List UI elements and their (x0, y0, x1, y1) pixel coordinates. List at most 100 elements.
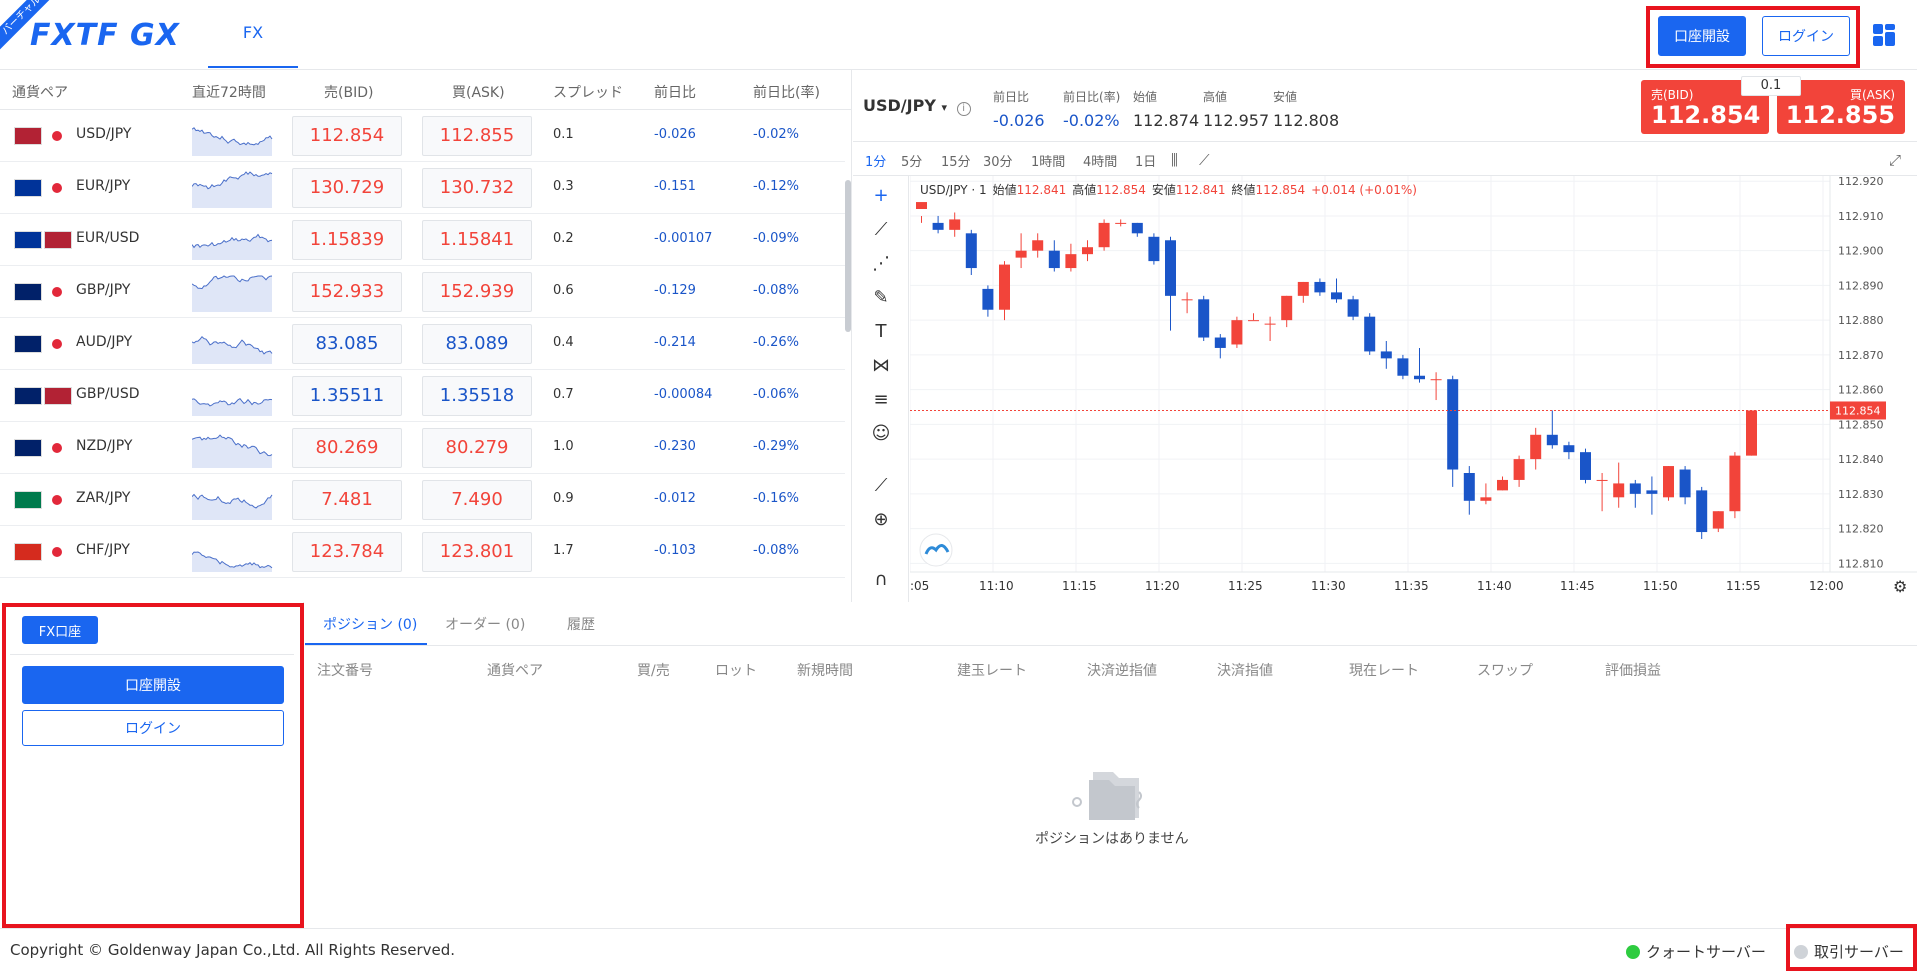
timeframe-0[interactable]: 1分 (865, 155, 887, 170)
bid-price-button[interactable]: 83.085 (292, 324, 402, 364)
table-row[interactable]: NZD/JPY 80.269 80.279 1.0 -0.230 -0.29% (0, 422, 845, 474)
flag-icon (52, 443, 62, 453)
ask-price-button[interactable]: 112.855 (422, 116, 532, 156)
settings-gear-icon[interactable]: ⚙ (1893, 577, 1907, 596)
change-pct-value: -0.12% (753, 179, 799, 194)
table-row[interactable]: GBP/JPY 152.933 152.939 0.6 -0.129 -0.08% (0, 266, 845, 318)
y-tick-label: 112.850 (1838, 418, 1884, 431)
pattern-icon[interactable]: ⋈ (872, 355, 890, 376)
sell-bid-button[interactable]: 売(BID) 112.854 (1641, 80, 1769, 134)
change-pct-value: -0.02% (753, 127, 799, 142)
quote-server-label: クォートサーバー (1646, 943, 1766, 961)
info-icon[interactable]: i (956, 102, 971, 116)
x-tick-label: 11:20 (1145, 579, 1180, 593)
spread-value: 0.1 (553, 127, 574, 142)
change-pct-value: -0.16% (753, 491, 799, 506)
timeframe-3[interactable]: 30分 (983, 155, 1013, 170)
ask-price-button[interactable]: 83.089 (422, 324, 532, 364)
ask-price-button[interactable]: 152.939 (422, 272, 532, 312)
text-tool-icon[interactable]: T (875, 321, 887, 342)
ruler-icon[interactable]: ⟋ (874, 475, 888, 496)
change-value: -0.129 (654, 283, 696, 298)
fibonacci-icon[interactable]: ⋰ (872, 253, 890, 274)
buy-ask-button[interactable]: 買(ASK) 112.855 (1777, 80, 1905, 134)
timeframe-6[interactable]: 1日 (1135, 155, 1157, 170)
bid-price-button[interactable]: 112.854 (292, 116, 402, 156)
candlestick-chart[interactable]: 112.920 112.910 112.900 112.890 112.880 112.8… (910, 176, 1917, 602)
tradingview-logo-icon (924, 544, 950, 555)
table-row[interactable]: GBP/USD 1.35511 1.35518 0.7 -0.00084 -0.06% (0, 370, 845, 422)
spread-value: 1.7 (553, 543, 574, 558)
ask-price-button[interactable]: 130.732 (422, 168, 532, 208)
footer: Copyright © Goldenway Japan Co.,Ltd. All… (0, 928, 1917, 971)
candle-body (1015, 250, 1027, 258)
zoom-in-icon[interactable]: ⊕ (873, 509, 889, 530)
prediction-icon[interactable]: ≡ (873, 389, 889, 410)
timeframe-1[interactable]: 5分 (901, 155, 923, 170)
timeframe-5[interactable]: 4時間 (1083, 155, 1118, 170)
table-row[interactable]: EUR/USD 1.15839 1.15841 0.2 -0.00107 -0.09% (0, 214, 845, 266)
bid-price-button[interactable]: 1.15839 (292, 220, 402, 260)
candle-body (1248, 320, 1259, 322)
ask-price-button[interactable]: 123.801 (422, 532, 532, 572)
candle-body (1729, 455, 1741, 512)
bid-price-button[interactable]: 7.481 (292, 480, 402, 520)
table-row[interactable]: AUD/JPY 83.085 83.089 0.4 -0.214 -0.26% (0, 318, 845, 370)
crosshair-icon[interactable]: + (873, 185, 889, 206)
candle-body (1480, 497, 1492, 501)
bid-price-button[interactable]: 80.269 (292, 428, 402, 468)
bid-price-button[interactable]: 123.784 (292, 532, 402, 572)
legend-low: 112.841 (1176, 183, 1226, 197)
stat-value: 112.808 (1273, 111, 1340, 130)
symbol-selector[interactable]: USD/JPY ▾ i (863, 96, 971, 116)
candle-body (1397, 358, 1409, 376)
table-row[interactable]: EUR/JPY 130.729 130.732 0.3 -0.151 -0.12% (0, 162, 845, 214)
fxtf-gx-logo[interactable]: FXTF GX (30, 18, 180, 53)
x-tick-label: 11:40 (1477, 579, 1512, 593)
magnet-icon[interactable]: ∩ (874, 569, 888, 590)
ask-price-button[interactable]: 7.490 (422, 480, 532, 520)
candle-body (965, 233, 977, 269)
table-row[interactable]: ZAR/JPY 7.481 7.490 0.9 -0.012 -0.16% (0, 474, 845, 526)
trend-line-icon[interactable]: ⟋ (874, 219, 888, 240)
positions-col: 決済指値 (1217, 663, 1273, 679)
open-account-button[interactable]: 口座開設 (22, 666, 284, 704)
rate-table-scrollbar[interactable] (845, 180, 851, 332)
layout-grid-icon[interactable] (1873, 24, 1895, 46)
pair-symbol: GBP/JPY (76, 282, 131, 298)
tab-history[interactable]: 履歴 (567, 617, 595, 633)
ask-label: 買(ASK) (1849, 88, 1895, 102)
ask-price-button[interactable]: 1.35518 (422, 376, 532, 416)
bid-price-button[interactable]: 130.729 (292, 168, 402, 208)
candle-type-icon[interactable]: ⫼ (1171, 151, 1178, 169)
table-row[interactable]: USD/JPY 112.854 112.855 0.1 -0.026 -0.02% (0, 110, 845, 162)
timeframe-2[interactable]: 15分 (941, 155, 971, 170)
chart-panel: USD/JPY ▾ i 前日比 -0.026 前日比(率) -0.02% 始値 112.8… (853, 70, 1917, 602)
flag-icon (14, 491, 42, 509)
tab-positions[interactable]: ポジション (0) (323, 617, 418, 633)
ask-price-button[interactable]: 80.279 (422, 428, 532, 468)
indicator-icon[interactable]: ⟋ (1199, 151, 1210, 169)
brush-icon[interactable]: ✎ (873, 287, 889, 308)
fx-account-tag[interactable]: FX口座 (22, 616, 98, 644)
login-button[interactable]: ログイン (22, 710, 284, 746)
header-open-account-button[interactable]: 口座開設 (1658, 16, 1746, 56)
candle-body (1380, 351, 1392, 359)
table-row[interactable]: CHF/JPY 123.784 123.801 1.7 -0.103 -0.08% (0, 526, 845, 578)
bid-price-button[interactable]: 1.35511 (292, 376, 402, 416)
copyright-text: Copyright © Goldenway Japan Co.,Ltd. All… (10, 941, 456, 959)
positions-col: スワップ (1477, 663, 1533, 679)
tab-fx[interactable]: FX (208, 0, 298, 68)
spread-value: 0.9 (553, 491, 574, 506)
timeframe-4[interactable]: 1時間 (1031, 155, 1066, 170)
candle-body (1646, 490, 1658, 494)
flag-icon (14, 127, 42, 145)
drawing-toolbar: + ⟋ ⋰ ✎ T ⋈ ≡ ☺ ⟋ ⊕ ∩ (853, 176, 909, 602)
tab-orders[interactable]: オーダー (0) (445, 617, 526, 633)
emoji-icon[interactable]: ☺ (871, 423, 891, 444)
bid-price-button[interactable]: 152.933 (292, 272, 402, 312)
ask-price-button[interactable]: 1.15841 (422, 220, 532, 260)
fullscreen-icon[interactable]: ⤢ (1889, 151, 1902, 169)
header-login-button[interactable]: ログイン (1762, 16, 1850, 56)
candle-body (1563, 445, 1575, 453)
